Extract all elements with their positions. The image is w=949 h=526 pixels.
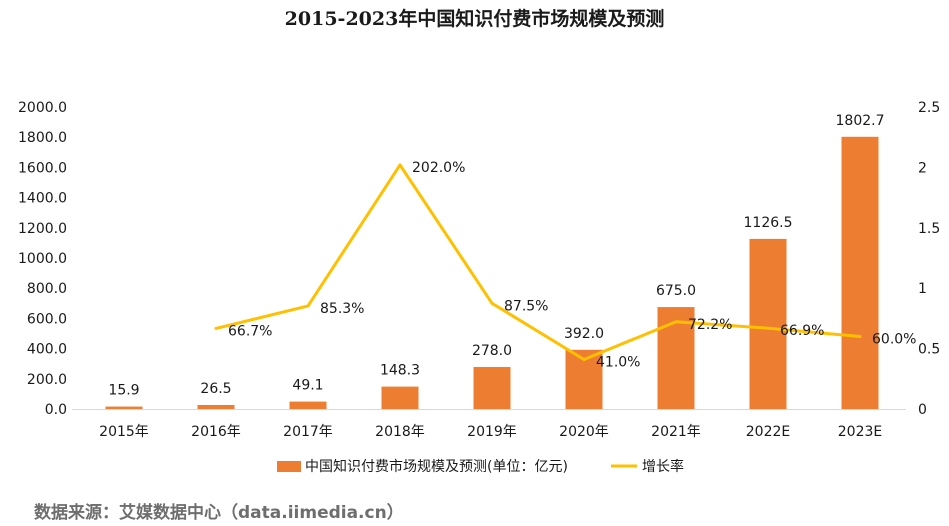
- line-point: [214, 326, 218, 330]
- y-left-tick-label: 1000.0: [18, 251, 67, 267]
- bar: [197, 404, 235, 409]
- x-tick-label: 2023E: [838, 424, 882, 440]
- y-left-tick-label: 1200.0: [18, 221, 67, 237]
- y-left-tick-label: 0.0: [45, 402, 67, 418]
- line-point: [306, 304, 310, 308]
- line-point: [674, 320, 678, 324]
- x-tick-label: 2019年: [467, 424, 517, 440]
- x-tick-label: 2022E: [746, 424, 790, 440]
- y-left-tick-label: 1400.0: [18, 191, 67, 207]
- y-right-tick-label: 0.5: [918, 342, 940, 358]
- y-left-tick-label: 1600.0: [18, 160, 67, 176]
- bar: [381, 386, 419, 409]
- x-tick-label: 2015年: [99, 424, 149, 440]
- y-right-tick-label: 1: [918, 281, 927, 297]
- x-tick-label: 2018年: [375, 424, 425, 440]
- line-point: [766, 326, 770, 330]
- y-left-tick-label: 400.0: [27, 342, 67, 358]
- y-left-tick-label: 800.0: [27, 281, 67, 297]
- line-value-label: 202.0%: [412, 160, 465, 176]
- bar: [289, 401, 327, 409]
- bar-value-label: 26.5: [200, 381, 231, 397]
- y-right-tick-label: 0: [918, 402, 927, 418]
- bar: [841, 136, 879, 409]
- bar-value-label: 675.0: [656, 283, 696, 299]
- legend-bar-label: 中国知识付费市场规模及预测(单位：亿元): [305, 458, 568, 475]
- x-tick-label: 2017年: [283, 424, 333, 440]
- line-value-label: 66.7%: [228, 323, 272, 339]
- chart-title: 2015-2023年中国知识付费市场规模及预测: [284, 8, 665, 30]
- legend-bar-swatch: [277, 461, 301, 472]
- line-point: [858, 335, 862, 339]
- bar-value-label: 15.9: [108, 383, 139, 399]
- bar: [749, 238, 787, 409]
- y-right-tick-label: 2: [918, 160, 927, 176]
- line-value-label: 66.9%: [780, 323, 824, 339]
- y-left-tick-label: 1800.0: [18, 130, 67, 146]
- data-source: 数据来源：艾媒数据中心（data.iimedia.cn）: [34, 503, 404, 523]
- line-value-label: 85.3%: [320, 301, 364, 317]
- bar: [473, 367, 511, 409]
- x-tick-label: 2021年: [651, 424, 701, 440]
- bar: [105, 406, 143, 409]
- bar-value-label: 392.0: [564, 326, 604, 342]
- y-left-tick-label: 600.0: [27, 311, 67, 327]
- line-point: [582, 357, 586, 361]
- y-left-tick-label: 200.0: [27, 372, 67, 388]
- growth-rate-line: [215, 163, 861, 361]
- bar-value-label: 148.3: [380, 363, 420, 379]
- line-value-label: 87.5%: [504, 298, 548, 314]
- line-point: [398, 163, 402, 167]
- bar-value-label: 278.0: [472, 343, 512, 359]
- line-value-label: 60.0%: [872, 332, 916, 348]
- line-point: [490, 301, 494, 305]
- bar-value-label: 1802.7: [836, 113, 885, 129]
- bar-value-label: 49.1: [292, 378, 323, 394]
- y-left-tick-label: 2000.0: [18, 100, 67, 116]
- legend-line-label: 增长率: [642, 458, 684, 475]
- y-right-tick-label: 1.5: [918, 221, 940, 237]
- line-value-label: 72.2%: [688, 317, 732, 333]
- line-value-label: 41.0%: [596, 354, 640, 370]
- x-tick-label: 2020年: [559, 424, 609, 440]
- x-tick-label: 2016年: [191, 424, 241, 440]
- y-right-tick-label: 2.5: [918, 100, 940, 116]
- bar-value-label: 1126.5: [744, 215, 793, 231]
